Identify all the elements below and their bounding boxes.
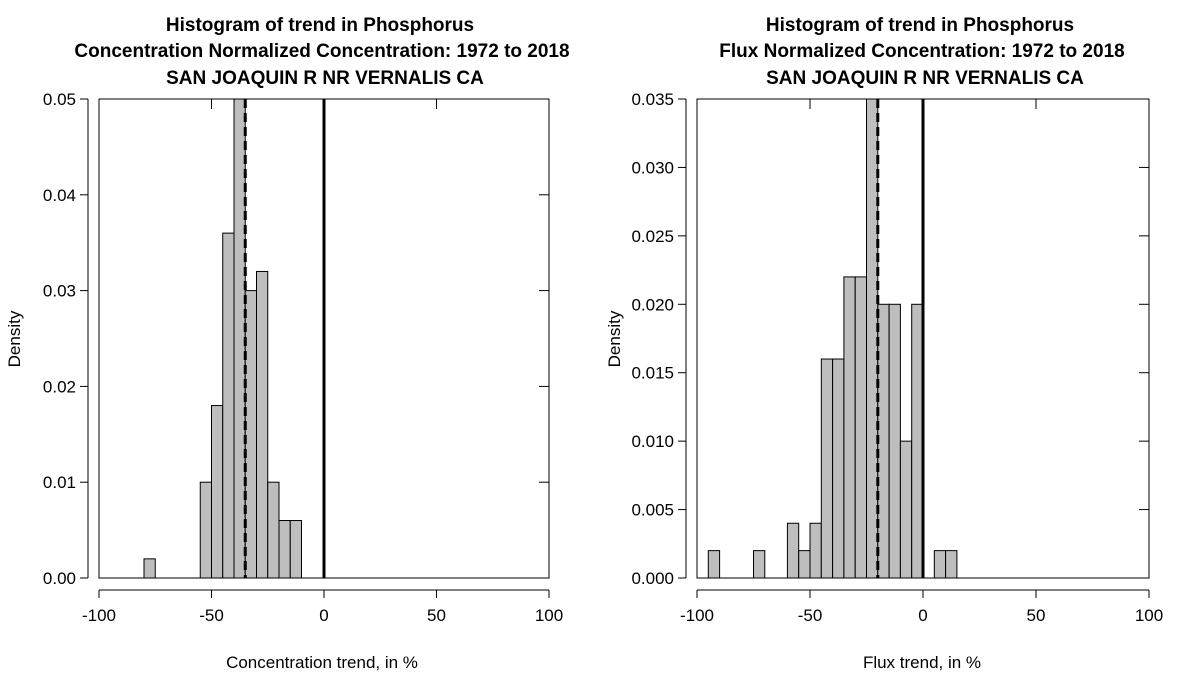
y-tick-label-6: 0.030 <box>631 158 674 177</box>
chart-title-line-1: Histogram of trend in Phosphorus <box>766 15 1074 36</box>
y-tick-label-2: 0.02 <box>43 377 76 396</box>
reference-lines <box>243 99 326 578</box>
histogram-bar-8 <box>278 520 291 579</box>
histogram-bar-11 <box>888 303 901 579</box>
histogram-bar-2 <box>211 405 224 579</box>
y-tick-label-5: 0.05 <box>43 90 76 109</box>
x-tick-label-1: -50 <box>798 606 823 625</box>
x-axis-label: Concentration trend, in % <box>226 653 418 672</box>
chart-title-line-3: SAN JOAQUIN R NR VERNALIS CA <box>166 68 484 89</box>
y-tick-label-7: 0.035 <box>631 90 674 109</box>
histogram-bar-0 <box>707 550 721 579</box>
x-axis-label: Flux trend, in % <box>863 653 981 672</box>
histogram-bar-12 <box>899 440 913 579</box>
chart-title-line-1: Histogram of trend in Phosphorus <box>166 15 474 36</box>
y-tick-label-1: 0.005 <box>631 501 674 520</box>
histogram-bar-6 <box>832 358 845 579</box>
x-axis: -100 -50 0 50 100 <box>680 99 1163 625</box>
y-tick-label-1: 0.01 <box>43 473 76 492</box>
y-axis-label: Density <box>5 310 24 367</box>
y-tick-label-5: 0.025 <box>631 227 674 246</box>
y-tick-label-2: 0.010 <box>631 432 674 451</box>
y-tick-label-4: 0.04 <box>43 186 76 205</box>
y-tick-label-3: 0.015 <box>631 364 674 383</box>
chart-title-line-3: SAN JOAQUIN R NR VERNALIS CA <box>766 68 1084 89</box>
x-tick-label-4: 100 <box>1135 606 1163 625</box>
chart-title-line-2: Concentration Normalized Concentration: … <box>74 41 569 62</box>
y-axis: 0.00 0.01 0.02 0.03 0.04 0.05 <box>43 90 549 588</box>
x-axis: -100 -50 0 50 100 <box>82 99 563 625</box>
y-axis-label: Density <box>605 310 624 367</box>
histogram-bar-7 <box>267 481 280 579</box>
x-tick-label-2: 0 <box>319 606 328 625</box>
histogram-bars <box>707 98 958 579</box>
histogram-bar-5 <box>244 290 257 579</box>
histogram-bar-4 <box>809 522 822 579</box>
y-axis: 0.000 0.005 0.010 0.015 0.020 0.025 0.030 0.035 <box>631 90 1149 588</box>
reference-lines <box>876 99 925 578</box>
histogram-bar-3 <box>798 550 811 579</box>
histogram-bar-9 <box>866 98 879 579</box>
histogram-bar-2 <box>786 522 800 579</box>
histogram-bar-8 <box>854 276 868 579</box>
y-tick-label-4: 0.020 <box>631 295 674 314</box>
histogram-bar-7 <box>843 276 856 579</box>
chart-title-line-2: Flux Normalized Concentration: 1972 to 2… <box>719 41 1124 62</box>
y-tick-label-3: 0.03 <box>43 282 76 301</box>
x-tick-label-0: -100 <box>82 606 116 625</box>
histogram-bar-6 <box>256 270 269 579</box>
histogram-bar-1 <box>753 550 766 579</box>
flux-trend-panel: Histogram of trend in Phosphorus Flux No… <box>605 15 1163 672</box>
x-tick-label-3: 50 <box>427 606 446 625</box>
histogram-bar-1 <box>199 481 212 579</box>
histogram-bar-3 <box>222 232 235 579</box>
histogram-bar-15 <box>945 550 958 579</box>
histogram-bar-9 <box>289 520 302 579</box>
histogram-bar-10 <box>877 303 890 579</box>
y-tick-label-0: 0.000 <box>631 569 674 588</box>
histogram-bar-13 <box>911 303 924 579</box>
histogram-bar-4 <box>233 98 246 579</box>
x-tick-label-0: -100 <box>680 606 714 625</box>
histogram-bar-14 <box>933 550 947 579</box>
histogram-bar-5 <box>820 358 834 579</box>
y-tick-label-0: 0.00 <box>43 569 76 588</box>
x-tick-label-1: -50 <box>199 606 224 625</box>
concentration-trend-panel: Histogram of trend in Phosphorus Concent… <box>5 15 570 672</box>
x-tick-label-3: 50 <box>1027 606 1046 625</box>
x-tick-label-2: 0 <box>918 606 927 625</box>
histogram-bar-0 <box>143 558 156 579</box>
x-tick-label-4: 100 <box>535 606 563 625</box>
